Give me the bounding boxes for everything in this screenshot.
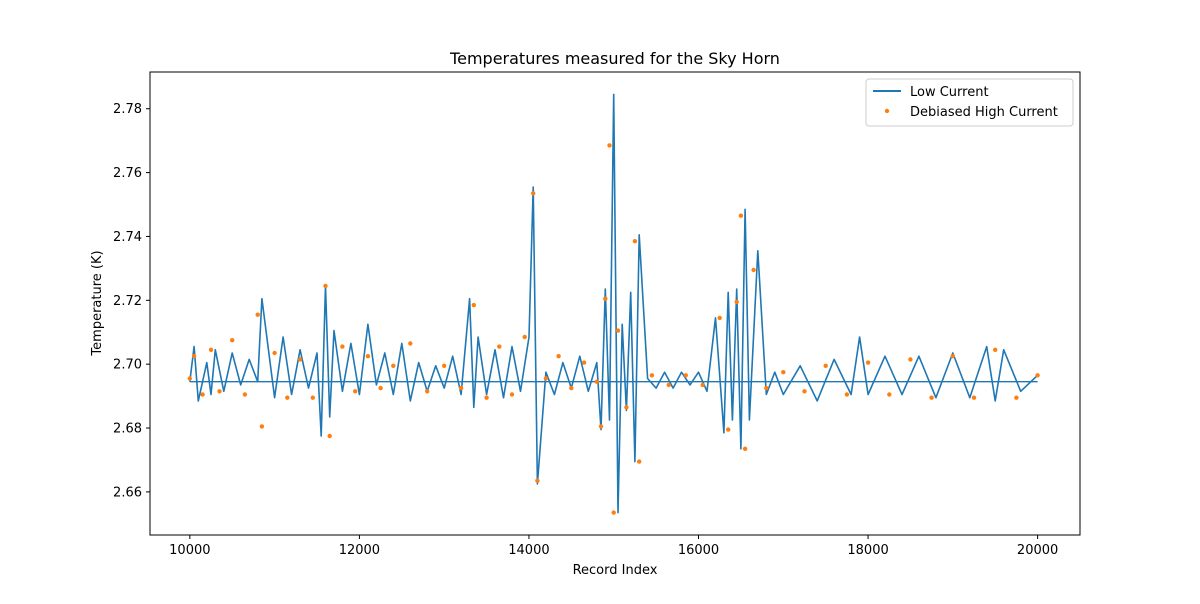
data-point-debiased-high-current: [802, 389, 807, 394]
data-point-debiased-high-current: [598, 424, 604, 429]
y-tick-label: 2.66: [113, 485, 142, 500]
data-point-debiased-high-current: [230, 338, 235, 343]
data-point-debiased-high-current: [700, 382, 705, 388]
data-point-debiased-high-current: [611, 510, 616, 515]
data-point-debiased-high-current: [543, 376, 549, 381]
data-point-debiased-high-current: [632, 239, 638, 244]
y-tick-label: 2.70: [113, 358, 142, 373]
data-point-debiased-high-current: [781, 370, 786, 375]
x-tick-label: 20000: [1017, 543, 1058, 558]
data-point-debiased-high-current: [649, 373, 655, 378]
x-tick-label: 12000: [339, 543, 380, 558]
y-tick-label: 2.78: [113, 102, 142, 117]
data-point-debiased-high-current: [603, 296, 608, 301]
x-axis-label: Record Index: [573, 563, 658, 578]
data-point-debiased-high-current: [764, 385, 769, 391]
legend-label-low-current: Low Current: [910, 85, 989, 100]
x-tick-label: 14000: [508, 543, 549, 558]
x-tick-label: 10000: [169, 543, 210, 558]
data-point-debiased-high-current: [471, 302, 476, 308]
data-point-debiased-high-current: [365, 354, 371, 359]
data-point-debiased-high-current: [242, 392, 248, 397]
data-point-debiased-high-current: [865, 360, 871, 365]
data-point-debiased-high-current: [993, 347, 998, 352]
y-tick-label: 2.74: [113, 230, 142, 245]
y-tick-label: 2.72: [113, 294, 142, 309]
data-point-debiased-high-current: [187, 376, 192, 381]
y-axis: 2.66 2.68 2.70 2.72 2.74 2.76 2.78: [113, 102, 150, 500]
y-axis-label: Temperature (K): [90, 250, 105, 356]
data-point-debiased-high-current: [425, 389, 430, 394]
data-point-debiased-high-current: [285, 395, 290, 400]
x-axis: 10000 12000 14000 16000 18000 20000: [169, 535, 1058, 558]
data-point-debiased-high-current: [738, 213, 744, 218]
data-point-debiased-high-current: [615, 328, 621, 333]
y-tick-label: 2.76: [113, 166, 142, 181]
data-point-debiased-high-current: [683, 373, 688, 378]
data-point-debiased-high-current: [497, 344, 502, 349]
data-point-debiased-high-current: [522, 334, 527, 340]
series-low-current: [189, 93, 1039, 514]
series-line-low-current: [189, 93, 1039, 514]
data-point-debiased-high-current: [971, 395, 977, 400]
data-point-debiased-high-current: [569, 385, 574, 391]
data-point-debiased-high-current: [607, 143, 612, 148]
data-point-debiased-high-current: [255, 312, 260, 317]
data-point-debiased-high-current: [323, 283, 328, 289]
legend-box: [865, 78, 1074, 127]
data-point-debiased-high-current: [353, 389, 358, 394]
data-point-debiased-high-current: [581, 360, 587, 365]
data-point-debiased-high-current: [272, 350, 277, 356]
data-point-debiased-high-current: [624, 405, 629, 410]
data-point-debiased-high-current: [742, 446, 748, 451]
data-point-debiased-high-current: [297, 357, 303, 362]
data-point-debiased-high-current: [340, 344, 345, 349]
y-tick-label: 2.68: [113, 422, 142, 437]
data-point-debiased-high-current: [1035, 373, 1040, 378]
data-point-debiased-high-current: [259, 424, 265, 429]
data-point-debiased-high-current: [391, 363, 396, 368]
plot-frame: [149, 71, 1081, 536]
data-point-debiased-high-current: [556, 354, 561, 359]
data-point-debiased-high-current: [637, 459, 642, 464]
data-point-debiased-high-current: [217, 389, 222, 394]
data-point-debiased-high-current: [734, 299, 739, 305]
data-point-debiased-high-current: [844, 392, 850, 397]
data-point-debiased-high-current: [950, 354, 955, 359]
data-point-debiased-high-current: [310, 395, 315, 400]
data-point-debiased-high-current: [378, 385, 383, 391]
data-point-debiased-high-current: [535, 478, 540, 483]
data-point-debiased-high-current: [509, 392, 515, 397]
legend-marker-debiased-high-current: [884, 108, 890, 114]
data-point-debiased-high-current: [531, 191, 536, 196]
data-point-debiased-high-current: [408, 341, 413, 346]
data-point-debiased-high-current: [191, 354, 197, 359]
chart-title: Temperatures measured for the Sky Horn: [449, 49, 780, 68]
data-point-debiased-high-current: [666, 382, 671, 388]
data-point-debiased-high-current: [484, 395, 489, 400]
data-point-debiased-high-current: [327, 433, 332, 439]
data-point-debiased-high-current: [887, 392, 892, 397]
x-tick-label: 16000: [678, 543, 719, 558]
data-point-debiased-high-current: [717, 315, 722, 321]
data-point-debiased-high-current: [751, 267, 756, 273]
data-point-debiased-high-current: [929, 395, 934, 400]
data-point-debiased-high-current: [726, 427, 731, 432]
data-point-debiased-high-current: [908, 357, 913, 362]
data-point-debiased-high-current: [208, 347, 214, 352]
x-tick-label: 18000: [847, 543, 888, 558]
data-point-debiased-high-current: [823, 363, 828, 368]
data-point-debiased-high-current: [442, 363, 447, 368]
data-point-debiased-high-current: [594, 379, 599, 384]
data-point-debiased-high-current: [200, 392, 205, 397]
legend: Low Current Debiased High Current: [865, 78, 1074, 127]
series-debiased-high-current: [187, 143, 1040, 515]
data-point-debiased-high-current: [1014, 395, 1019, 400]
data-point-debiased-high-current: [458, 385, 464, 391]
legend-label-debiased-high-current: Debiased High Current: [910, 105, 1058, 120]
